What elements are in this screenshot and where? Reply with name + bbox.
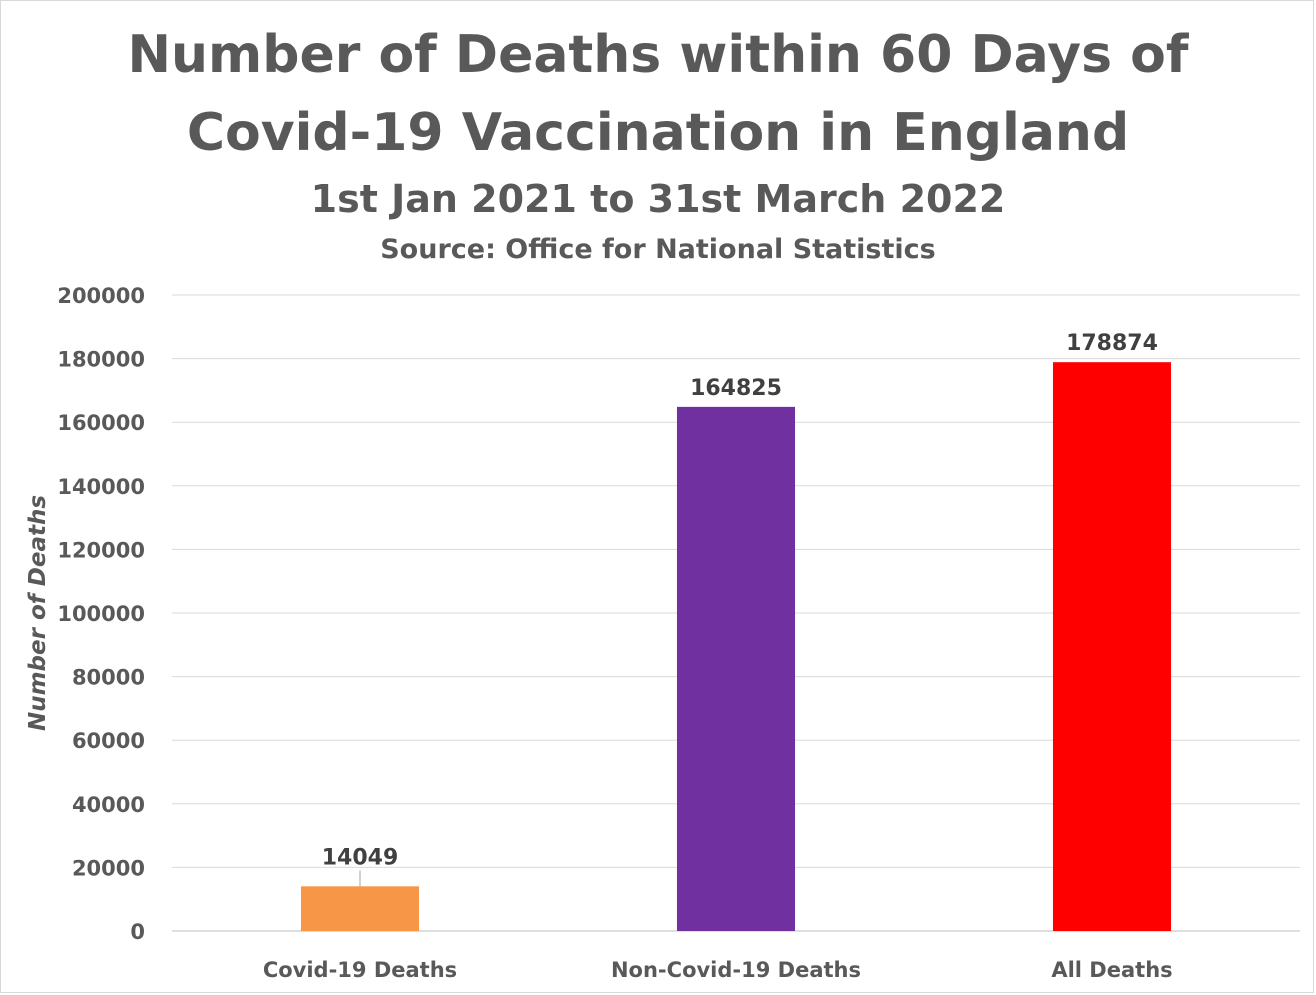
y-tick-label: 140000 bbox=[57, 475, 145, 499]
y-tick-label: 100000 bbox=[57, 602, 145, 626]
bar bbox=[1052, 362, 1172, 932]
x-category-label: All Deaths bbox=[1051, 958, 1172, 982]
data-label: 14049 bbox=[322, 845, 399, 870]
y-tick-label: 160000 bbox=[57, 411, 145, 435]
y-tick-label: 120000 bbox=[57, 538, 145, 562]
y-tick-label: 40000 bbox=[72, 793, 145, 817]
bars: 14049 164825 178874 bbox=[300, 331, 1172, 932]
chart-subtitle: 1st Jan 2021 to 31st March 2022 bbox=[311, 177, 1006, 221]
x-axis-categories: Covid-19 Deaths Non-Covid-19 Deaths All De… bbox=[263, 958, 1173, 982]
data-label: 178874 bbox=[1066, 331, 1158, 356]
y-tick-label: 60000 bbox=[72, 729, 145, 753]
data-label: 164825 bbox=[690, 376, 782, 401]
chart-title-line-1: Number of Deaths within 60 Days of bbox=[128, 25, 1190, 85]
x-category-label: Covid-19 Deaths bbox=[263, 958, 457, 982]
chart-source: Source: Office for National Statistics bbox=[380, 234, 936, 265]
y-axis-ticks: 0 20000 40000 60000 80000 100000 120000 140000 1… bbox=[57, 284, 145, 944]
y-axis-label: Number of Deaths bbox=[25, 495, 51, 731]
y-tick-label: 180000 bbox=[57, 348, 145, 372]
y-tick-label: 80000 bbox=[72, 666, 145, 690]
y-tick-label: 200000 bbox=[57, 284, 145, 308]
y-tick-label: 20000 bbox=[72, 856, 145, 880]
chart-title-line-2: Covid-19 Vaccination in England bbox=[187, 103, 1129, 163]
bar bbox=[676, 406, 796, 931]
y-tick-label: 0 bbox=[130, 920, 145, 944]
x-category-label: Non-Covid-19 Deaths bbox=[611, 958, 861, 982]
bar bbox=[300, 886, 420, 931]
